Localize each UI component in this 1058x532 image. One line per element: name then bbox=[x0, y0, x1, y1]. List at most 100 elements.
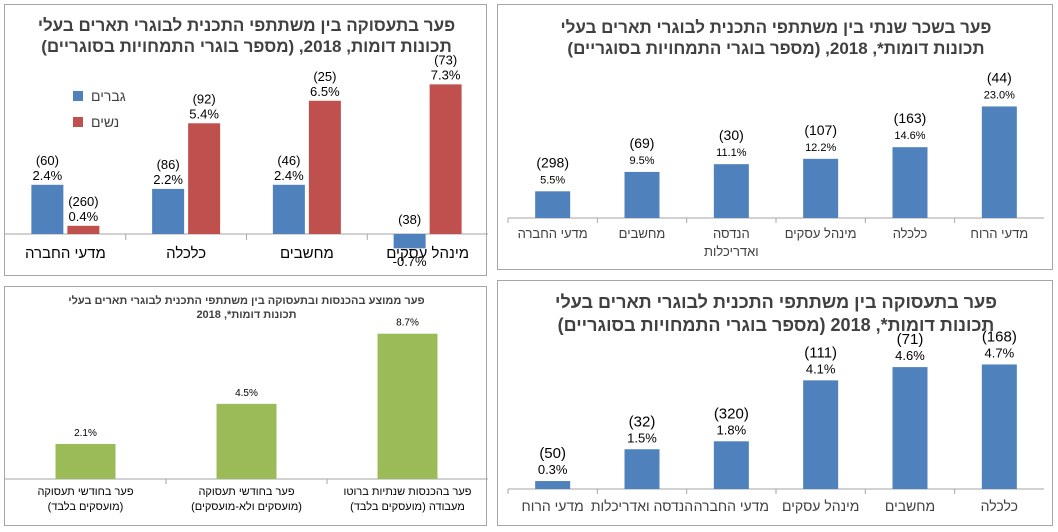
data-label: 8.7% bbox=[396, 318, 419, 329]
bar bbox=[393, 234, 426, 249]
count-label: (32) bbox=[629, 413, 656, 430]
category-label: כלכלה bbox=[166, 245, 206, 262]
category-label: הנדסה bbox=[713, 226, 750, 241]
data-label: 4.7% bbox=[985, 345, 1015, 360]
bar bbox=[272, 184, 305, 234]
category-label: פער בחודשי תעסוקה bbox=[37, 486, 133, 498]
category-label: פער בהכנסות שנתיות ברוטו bbox=[343, 486, 471, 498]
title-line-1: פער בתעסוקה בין משתתפי התכנית לבוגרי תאר… bbox=[555, 292, 997, 312]
count-label: (30) bbox=[719, 127, 744, 143]
bar-chart: 2.1% פער בחודשי תעסוקה (מועסקים בלבד) 4.5% פ… bbox=[5, 318, 488, 513]
data-label: 14.6% bbox=[894, 130, 925, 142]
count-label: (25) bbox=[313, 69, 336, 84]
category-label: מחשבים bbox=[280, 245, 334, 262]
chart-title: פער בתעסוקה בין משתתפי התכנית לבוגרי תאר… bbox=[15, 15, 478, 58]
data-label: 5.4% bbox=[189, 106, 219, 121]
title-line-1: פער ממוצע בהכנסות ובתעסוקה בין משתתפי הת… bbox=[68, 295, 425, 307]
data-label: 2.4% bbox=[33, 168, 63, 183]
data-label: -0.7% bbox=[393, 254, 427, 269]
bar bbox=[152, 188, 185, 234]
bar bbox=[713, 441, 749, 489]
bar-chart: 5.5% (298) מדעי החברה 9.5% (69) מחשבים 11.1% (3… bbox=[507, 69, 1044, 259]
salary-gap-panel: פער בשכר שנתי בין משתתפי התכנית לבוגרי ת… bbox=[497, 4, 1053, 270]
count-label: (163) bbox=[894, 110, 927, 126]
bar bbox=[981, 364, 1017, 489]
data-label: 2.4% bbox=[274, 168, 304, 183]
count-label: (71) bbox=[897, 331, 924, 348]
category-label: מדעי הרוח bbox=[970, 226, 1028, 241]
legend: גברים נשים bbox=[73, 83, 126, 135]
count-label: (60) bbox=[36, 153, 59, 168]
category-label: פער בחודשי תעסוקה bbox=[198, 486, 294, 498]
title-line-2: תכונות דומות*, 2018 bbox=[196, 308, 297, 321]
bar bbox=[31, 184, 64, 234]
legend-label: גברים bbox=[91, 88, 126, 104]
bar bbox=[803, 380, 839, 489]
bar bbox=[713, 164, 749, 218]
title-line-1: פער בתעסוקה בין משתתפי התכנית לבוגרי תאר… bbox=[37, 16, 456, 35]
legend-label: נשים bbox=[91, 114, 120, 130]
chart-title: פער ממוצע בהכנסות ובתעסוקה בין משתתפי הת… bbox=[15, 295, 478, 323]
bar bbox=[67, 225, 100, 234]
data-label: 7.3% bbox=[431, 67, 461, 82]
count-label: (320) bbox=[714, 405, 749, 422]
category-label: מדעי החברה bbox=[25, 245, 106, 262]
title-line-1: פער בשכר שנתי בין משתתפי התכנית לבוגרי ת… bbox=[560, 18, 992, 37]
data-label: 4.6% bbox=[895, 348, 925, 363]
bar bbox=[981, 106, 1017, 218]
count-label: (107) bbox=[804, 122, 837, 138]
bar bbox=[377, 333, 438, 479]
bar bbox=[216, 403, 277, 479]
bar bbox=[624, 449, 660, 489]
legend-swatch-blue bbox=[73, 91, 83, 101]
category-label: כלכלה bbox=[893, 226, 928, 241]
title-line-2: תכונות דומות, 2018, (מספר בוגרי התמחויות… bbox=[41, 37, 452, 57]
category-label: הנדסה ואדריכלות bbox=[591, 498, 693, 514]
data-label: 0.4% bbox=[69, 209, 99, 224]
count-label: (111) bbox=[804, 344, 837, 361]
legend-item-women: נשים bbox=[73, 109, 126, 135]
count-label: (44) bbox=[987, 69, 1012, 85]
bar bbox=[803, 158, 839, 218]
data-label: 4.5% bbox=[235, 388, 258, 399]
bar-chart: 2.4%(60)0.4%(260)מדעי החברה2.2%(86)5.4%(… bbox=[5, 52, 488, 269]
category-label: מינהל עסקים bbox=[386, 245, 469, 262]
data-label: 5.5% bbox=[540, 174, 565, 186]
chart-title: פער בשכר שנתי בין משתתפי התכנית לבוגרי ת… bbox=[508, 17, 1044, 60]
count-label: (38) bbox=[398, 212, 421, 227]
count-label: (86) bbox=[157, 157, 180, 172]
bar bbox=[188, 123, 221, 234]
bar bbox=[892, 147, 928, 218]
employment-gap-panel: פער בתעסוקה בין משתתפי התכנית לבוגרי תאר… bbox=[497, 280, 1053, 526]
category-label: כלכלה bbox=[981, 498, 1018, 514]
legend-item-men: גברים bbox=[73, 83, 126, 109]
data-label: 2.1% bbox=[74, 428, 97, 439]
count-label: (69) bbox=[630, 135, 655, 151]
data-label: 0.3% bbox=[538, 462, 568, 477]
category-label: מדעי החברה bbox=[694, 498, 769, 514]
bar bbox=[55, 443, 116, 479]
data-label: 1.8% bbox=[717, 422, 747, 437]
title-line-2: תכונות דומות*, 2018, (מספר בוגרי התמחויו… bbox=[567, 39, 985, 59]
count-label: (260) bbox=[68, 194, 98, 209]
bar bbox=[429, 84, 462, 234]
bar bbox=[535, 191, 571, 218]
data-label: 12.2% bbox=[805, 142, 836, 154]
count-label: (50) bbox=[539, 445, 566, 462]
category-label: מעבודה (מועסקים בלבד) bbox=[350, 500, 465, 513]
count-label: (168) bbox=[982, 328, 1017, 345]
bar bbox=[892, 367, 928, 489]
title-line-2: תכונות דומות*, 2018 (מספר בוגרי התמחויות… bbox=[557, 314, 995, 335]
employment-gap-by-gender-panel: פער בתעסוקה בין משתתפי התכנית לבוגרי תאר… bbox=[4, 4, 488, 276]
data-label: 2.2% bbox=[153, 172, 183, 187]
legend-swatch-red bbox=[73, 117, 83, 127]
bar bbox=[624, 171, 660, 218]
category-label: מדעי החברה bbox=[518, 226, 588, 241]
data-label: 4.1% bbox=[806, 361, 836, 376]
data-label: 1.5% bbox=[627, 430, 657, 445]
category-label: מחשבים bbox=[619, 226, 666, 241]
bar bbox=[535, 481, 571, 489]
count-label: (298) bbox=[536, 154, 569, 170]
category-label: מינהל עסקים bbox=[785, 226, 857, 241]
category-label: ואדריכלות bbox=[704, 244, 759, 259]
